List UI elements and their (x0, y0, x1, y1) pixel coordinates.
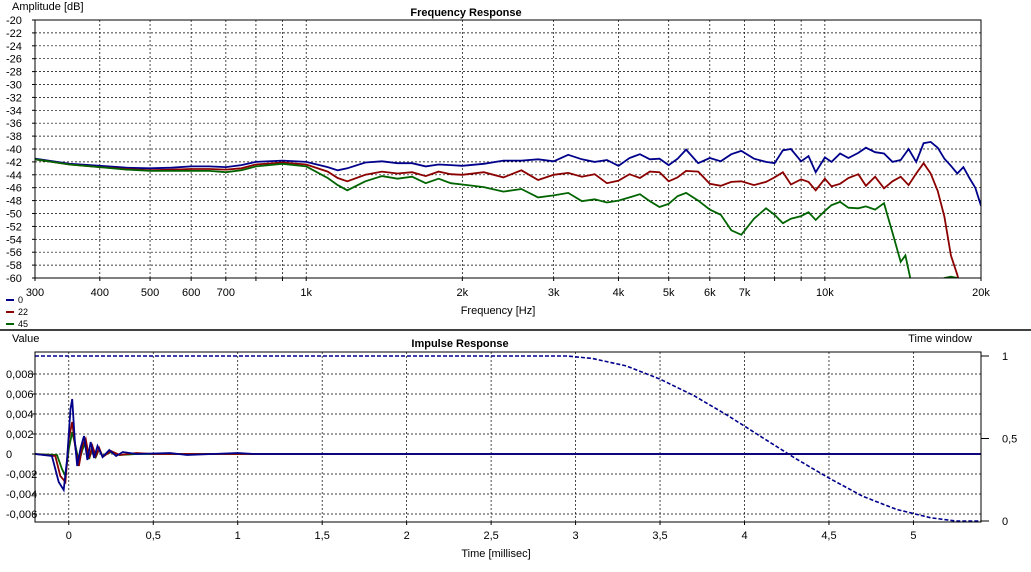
ir-series-lines (35, 355, 981, 522)
ir-x-tick-label: 1,5 (315, 530, 330, 542)
ir-x-tick-label: 1 (235, 530, 241, 542)
ir-x-tick-label: 3 (573, 530, 579, 542)
impulse-response-chart: Impulse Response Value Time window Time … (6, 333, 1017, 560)
ir-series-0 (35, 398, 981, 493)
fr-x-tick-label: 500 (141, 287, 159, 299)
ir-y2-axis-label: Time window (908, 333, 972, 345)
fr-x-tick-label: 3k (548, 287, 560, 299)
fr-x-tick-label: 300 (26, 287, 44, 299)
fr-x-tick-label: 6k (704, 287, 716, 299)
fr-y-tick-label: -36 (6, 118, 22, 130)
fr-y-tick-label: -20 (6, 15, 22, 27)
legend-label-22: 22 (18, 307, 28, 317)
ir-x-axis-label: Time [millisec] (461, 548, 530, 560)
ir-y-tick-label: 0,006 (6, 389, 34, 401)
fr-y-tick-label: -32 (6, 92, 22, 104)
ir-grid (32, 352, 989, 525)
fr-y-tick-label: -30 (6, 80, 22, 92)
fr-y-tick-label: -56 (6, 247, 22, 259)
fr-y-tick-label: -28 (6, 67, 22, 79)
ir-y-tick-label: -0,002 (6, 469, 37, 481)
ir-tick-labels: 0,008 0,006 0,004 0,002 0 -0,002 -0,004 -0,006 0… (6, 351, 1017, 542)
frequency-response-chart: Frequency Response Amplitude [dB] Freque… (6, 1, 990, 329)
fr-x-tick-label: 2k (457, 287, 469, 299)
legend-label-0: 0 (18, 295, 23, 305)
fr-y-tick-label: -60 (6, 273, 22, 285)
fr-plot-frame (34, 19, 982, 279)
fr-y-tick-label: -22 (6, 28, 22, 40)
fr-x-tick-label: 400 (91, 287, 109, 299)
fr-y-axis-label: Amplitude [dB] (12, 1, 84, 13)
fr-x-tick-label: 10k (816, 287, 834, 299)
fr-title: Frequency Response (410, 7, 521, 19)
ir-plot-frame (34, 351, 982, 523)
ir-x-tick-label: 4 (741, 530, 747, 542)
fr-y-tick-label: -46 (6, 183, 22, 195)
ir-x-tick-label: 0 (66, 530, 72, 542)
fr-x-tick-label: 700 (217, 287, 235, 299)
fr-series-22 (35, 158, 960, 278)
ir-series-22 (35, 421, 981, 485)
ir-y-tick-label: 0 (6, 449, 12, 461)
ir-x-tick-label: 0,5 (146, 530, 161, 542)
fr-y-tick-label: -40 (6, 144, 22, 156)
ir-y2-tick-label: 1 (1002, 351, 1008, 363)
fr-series-45 (35, 158, 958, 278)
fr-y-tick-label: -44 (6, 170, 22, 182)
fr-y-tick-label: -26 (6, 54, 22, 66)
fr-x-tick-label: 20k (972, 287, 990, 299)
ir-y2-tick-label: 0,5 (1002, 434, 1017, 446)
ir-x-tick-label: 5 (910, 530, 916, 542)
ir-y-tick-label: -0,004 (6, 489, 37, 501)
fr-y-tick-label: -24 (6, 41, 22, 53)
legend-label-45: 45 (18, 319, 28, 329)
ir-x-tick-label: 2 (404, 530, 410, 542)
fr-y-tick-label: -48 (6, 196, 22, 208)
ir-x-tick-label: 4,5 (821, 530, 836, 542)
ir-x-tick-label: 3,5 (652, 530, 667, 542)
fr-y-tick-label: -34 (6, 105, 22, 117)
fr-y-tick-label: -42 (6, 157, 22, 169)
ir-y-tick-label: -0,006 (6, 509, 37, 521)
fr-y-tick-label: -52 (6, 221, 22, 233)
ir-time-window-curve (35, 355, 981, 522)
fr-y-tick-label: -58 (6, 260, 22, 272)
fr-x-axis-label: Frequency [Hz] (461, 305, 536, 317)
fr-grid (32, 19, 982, 281)
fr-tick-labels: -20-22-24-26-28-30-32-34-36-38-40-42-44-… (6, 15, 990, 299)
fr-x-tick-label: 1k (300, 287, 312, 299)
ir-y-tick-label: 0,008 (6, 369, 34, 381)
ir-y-axis-label: Value (12, 333, 39, 345)
fr-y-tick-label: -38 (6, 131, 22, 143)
fr-series-lines (35, 140, 981, 278)
fr-x-tick-label: 7k (739, 287, 751, 299)
fr-series-0 (35, 140, 981, 207)
ir-y-tick-label: 0,004 (6, 409, 34, 421)
fr-y-tick-label: -54 (6, 234, 22, 246)
ir-title: Impulse Response (411, 338, 508, 350)
ir-y2-tick-label: 0 (1002, 516, 1008, 528)
ir-y-tick-label: 0,002 (6, 429, 34, 441)
fr-y-tick-label: -50 (6, 209, 22, 221)
fr-legend: 0 22 45 (6, 295, 28, 329)
ir-x-tick-label: 2,5 (483, 530, 498, 542)
fr-x-tick-label: 4k (613, 287, 625, 299)
fr-x-tick-label: 600 (182, 287, 200, 299)
fr-x-tick-label: 5k (663, 287, 675, 299)
